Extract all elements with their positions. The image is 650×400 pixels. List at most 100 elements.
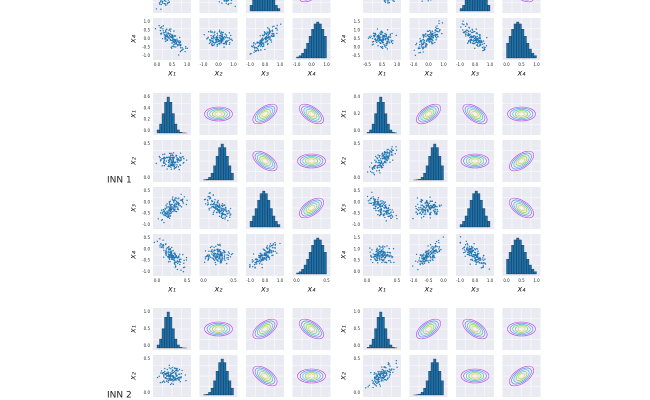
- histogram-texture: [428, 156, 432, 181]
- scatter-texture: [172, 37, 174, 39]
- scatter-texture: [163, 214, 165, 216]
- scatter-texture: [212, 254, 214, 256]
- histogram-texture: [301, 268, 305, 275]
- scatter-texture: [226, 40, 228, 43]
- scatter-texture: [218, 40, 220, 42]
- histogram-texture: [511, 29, 515, 59]
- scatter-texture: [436, 245, 438, 248]
- y-tick-label: 0.5: [354, 36, 361, 41]
- contour-texture: [513, 201, 530, 215]
- scatter-texture: [384, 32, 386, 35]
- contour-texture: [302, 156, 321, 166]
- scatter-texture: [177, 256, 180, 259]
- scatter-texture: [212, 35, 215, 37]
- scatter-texture: [370, 255, 372, 257]
- scatter-texture: [390, 261, 392, 264]
- scatter-texture: [172, 380, 174, 382]
- scatter-texture: [430, 250, 433, 252]
- scatter-texture: [214, 34, 216, 36]
- scatter-texture: [379, 385, 382, 387]
- scatter-texture: [175, 261, 178, 263]
- scatter-texture: [384, 378, 386, 381]
- scatter-texture: [270, 41, 273, 43]
- scatter-texture: [263, 34, 265, 37]
- scatter-texture: [389, 161, 391, 163]
- scatter-texture: [381, 254, 384, 257]
- pair-cell: [246, 140, 284, 182]
- scatter-texture: [161, 372, 164, 375]
- scatter-texture: [218, 206, 220, 209]
- scatter-texture: [165, 380, 168, 382]
- scatter-texture: [169, 155, 172, 157]
- scatter-texture: [441, 22, 444, 24]
- pair-cell: [502, 140, 541, 182]
- scatter-texture: [211, 31, 214, 33]
- scatter-texture: [384, 256, 387, 258]
- histogram-texture: [166, 96, 170, 134]
- scatter-texture: [388, 376, 391, 378]
- scatter-texture: [459, 242, 462, 244]
- histogram-texture: [371, 123, 375, 134]
- scatter-texture: [264, 258, 266, 260]
- y-tick-label: 0.0: [144, 128, 151, 133]
- scatter-texture: [386, 159, 388, 162]
- scatter-texture: [178, 197, 180, 199]
- x-tick-label: 1.0: [487, 62, 494, 67]
- scatter-texture: [481, 259, 483, 261]
- scatter-texture: [377, 154, 379, 156]
- y-tick-label: 0.0: [144, 36, 151, 41]
- scatter-texture: [174, 208, 176, 210]
- scatter-texture: [464, 244, 467, 246]
- scatter-texture: [276, 252, 278, 254]
- scatter-texture: [371, 261, 374, 264]
- scatter-texture: [223, 213, 225, 216]
- scatter-texture: [395, 359, 398, 362]
- x-tick-label: 0.5: [169, 62, 176, 67]
- scatter-texture: [382, 201, 385, 203]
- contour-texture: [422, 109, 435, 119]
- scatter-texture: [426, 40, 428, 43]
- pair-cell: [502, 308, 541, 350]
- scatter-texture: [412, 217, 414, 220]
- histogram-texture: [384, 328, 388, 349]
- scatter-texture: [163, 221, 165, 224]
- scatter-texture: [430, 38, 433, 40]
- scatter-texture: [271, 26, 274, 28]
- scatter-texture: [225, 210, 227, 212]
- scatter-texture: [379, 210, 382, 212]
- scatter-texture: [173, 156, 175, 158]
- scatter-texture: [156, 240, 159, 243]
- scatter-texture: [384, 246, 386, 248]
- scatter-texture: [185, 256, 188, 259]
- scatter-texture: [182, 48, 184, 50]
- scatter-texture: [471, 29, 474, 31]
- scatter-texture: [165, 163, 167, 166]
- scatter-texture: [163, 210, 166, 213]
- scatter-texture: [437, 35, 439, 38]
- scatter-texture: [167, 261, 170, 263]
- scatter-texture: [180, 157, 182, 159]
- scatter-texture: [163, 375, 165, 377]
- scatter-texture: [225, 34, 228, 36]
- histogram-texture: [484, 215, 488, 228]
- scatter-texture: [368, 384, 370, 387]
- scatter-texture: [180, 193, 182, 195]
- x-axis-label: x₁: [167, 69, 176, 78]
- scatter-texture: [429, 40, 431, 43]
- scatter-texture: [221, 257, 223, 259]
- scatter-texture: [182, 202, 185, 204]
- y-axis-label: x₂: [129, 156, 138, 166]
- scatter-texture: [380, 249, 383, 251]
- scatter-texture: [167, 32, 169, 34]
- scatter-texture: [379, 158, 382, 160]
- scatter-texture: [179, 41, 182, 44]
- scatter-texture: [254, 49, 256, 51]
- scatter-texture: [386, 43, 389, 45]
- contour-texture: [301, 320, 322, 338]
- contour-texture: [509, 0, 534, 3]
- scatter-texture: [426, 250, 428, 253]
- scatter-texture: [382, 164, 384, 166]
- scatter-texture: [218, 209, 221, 211]
- contour-texture: [418, 320, 439, 338]
- scatter-texture: [428, 249, 430, 251]
